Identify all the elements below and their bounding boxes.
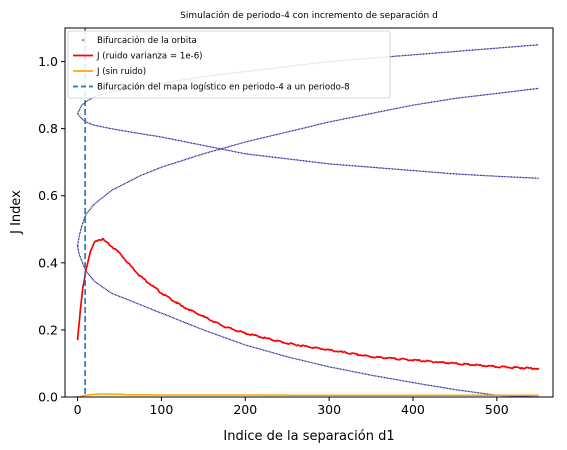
bifurcation-branch-4	[77, 113, 539, 179]
y-tick-label: 0.8	[38, 121, 58, 136]
j-noise-line	[76, 237, 540, 370]
x-axis-label: Indice de la separación d1	[223, 429, 394, 444]
x-tick-label: 200	[233, 402, 257, 417]
legend-entry: Bifurcación de la orbita	[97, 35, 197, 46]
x-tick-label: 0	[74, 402, 82, 417]
x-tick-label: 300	[317, 402, 341, 417]
y-tick-label: 0.2	[38, 322, 58, 337]
legend-entry: Bifurcación del mapa logístico en period…	[97, 82, 350, 93]
legend-box	[67, 30, 391, 99]
x-tick-label: 100	[149, 402, 173, 417]
chart-title: Simulación de periodo-4 con incremento d…	[180, 10, 438, 21]
y-tick-label: 0.0	[38, 390, 58, 405]
y-axis: 0.0 0.2 0.4 0.6 0.8 1.0	[38, 54, 65, 405]
legend: Bifurcación de la orbita J (ruido varianz…	[67, 30, 391, 99]
legend-entry: J (ruido varianza = 1e-6)	[96, 52, 203, 62]
y-tick-label: 1.0	[38, 54, 58, 69]
legend-swatch-bifurcation	[82, 39, 84, 41]
j-no-noise-line	[77, 393, 539, 398]
y-tick-label: 0.4	[38, 255, 58, 270]
bifurcation-branch-2	[77, 245, 539, 398]
plot-frame	[64, 27, 554, 398]
x-tick-label: 400	[401, 402, 425, 417]
bifurcation-branch-1	[77, 87, 539, 247]
y-tick-label: 0.6	[38, 188, 58, 203]
x-tick-label: 500	[485, 402, 509, 417]
legend-entry: J (sin ruido)	[96, 67, 146, 77]
x-axis: 0 100 200 300 400 500	[74, 397, 509, 417]
y-axis-label: J Index	[9, 190, 24, 235]
